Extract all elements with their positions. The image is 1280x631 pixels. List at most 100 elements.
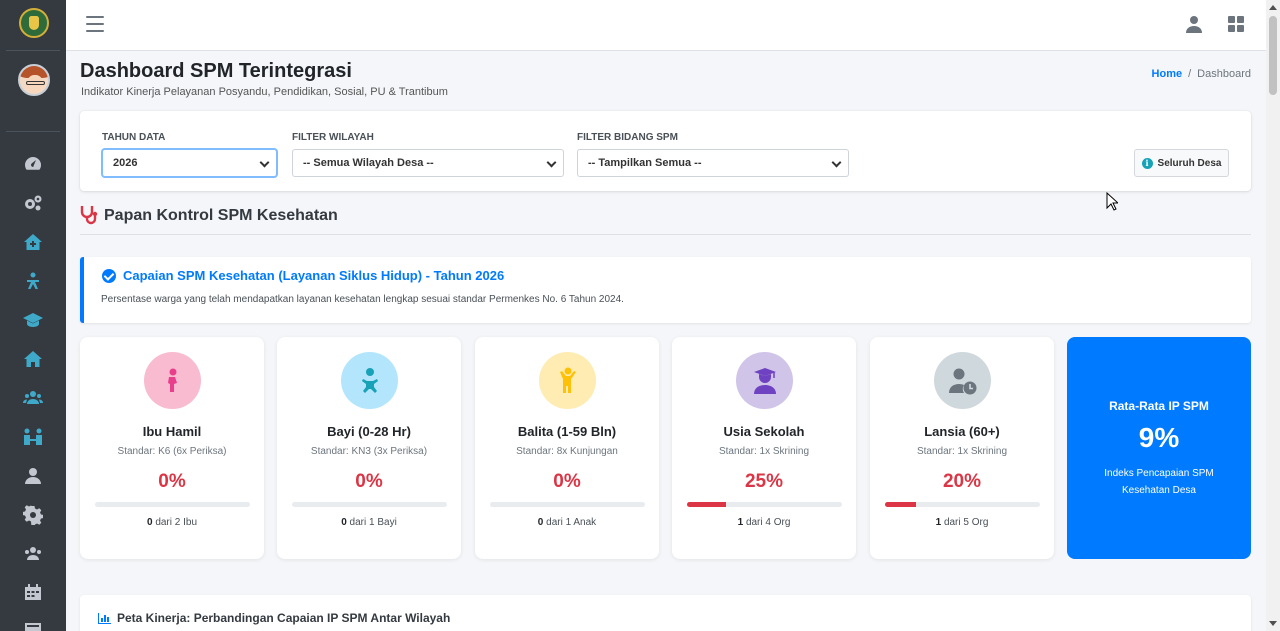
user-profile-icon[interactable]	[1186, 15, 1202, 33]
user-avatar[interactable]	[18, 64, 50, 96]
average-value: 9%	[1138, 422, 1180, 453]
callout-title: Capaian SPM Kesehatan (Layanan Siklus Hi…	[123, 268, 505, 283]
card-count: 0 dari 2 Ibu	[146, 517, 198, 528]
card-standard: Standar: K6 (6x Periksa)	[117, 446, 227, 457]
year-select-value: 2026	[113, 157, 138, 169]
card-title: Usia Sekolah	[723, 424, 805, 439]
filter-card: TAHUN DATA 2026 FILTER WILAYAH -- Semua …	[80, 111, 1251, 191]
region-select-value: -- Semua Wilayah Desa --	[303, 157, 434, 169]
card-percent: 0%	[355, 471, 383, 492]
callout-description: Persentase warga yang telah mendapatkan …	[101, 294, 624, 305]
seluruh-desa-label: Seluruh Desa	[1157, 157, 1222, 169]
scroll-up-arrow-icon[interactable]	[1269, 5, 1277, 10]
mouse-cursor-icon	[1106, 192, 1118, 211]
average-title: Rata-Rata IP SPM	[1109, 399, 1209, 413]
chevron-down-icon	[259, 157, 270, 168]
people-arrows-icon[interactable]	[21, 425, 45, 449]
breadcrumb-separator: /	[1188, 68, 1192, 80]
users-icon[interactable]	[21, 386, 45, 410]
user-graduate-icon	[736, 352, 793, 409]
page-title: Dashboard SPM Terintegrasi	[80, 60, 352, 82]
card-count: 0 dari 1 Bayi	[341, 517, 397, 528]
performance-map-card: Peta Kinerja: Perbandingan Capaian IP SP…	[80, 595, 1251, 631]
users-group-icon[interactable]	[21, 542, 45, 566]
chevron-down-icon	[831, 157, 842, 168]
year-select[interactable]: 2026	[102, 149, 277, 177]
sidebar-divider	[6, 131, 60, 132]
bar-chart-icon	[98, 612, 111, 624]
average-description: Indeks Pencapaian SPM Kesehatan Desa	[1104, 468, 1214, 496]
user-icon[interactable]	[21, 464, 45, 488]
child-icon	[539, 352, 596, 409]
card-title: Lansia (60+)	[924, 424, 1000, 439]
card-usia-sekolah: Usia Sekolah Standar: 1x Skrining 25% 1 …	[672, 337, 856, 559]
progress-bar	[95, 502, 250, 507]
breadcrumb-current: Dashboard	[1197, 68, 1251, 80]
info-icon: i	[1141, 157, 1153, 169]
card-percent: 0%	[553, 471, 581, 492]
card-percent: 0%	[158, 471, 186, 492]
scroll-down-arrow-icon[interactable]	[1269, 621, 1277, 626]
graduation-cap-icon[interactable]	[21, 308, 45, 332]
card-standard: Standar: KN3 (3x Periksa)	[310, 446, 428, 457]
progress-bar	[490, 502, 645, 507]
info-callout: Capaian SPM Kesehatan (Layanan Siklus Hi…	[80, 257, 1251, 323]
breadcrumb: Home / Dashboard	[1152, 68, 1251, 80]
field-select[interactable]: -- Tampilkan Semua --	[577, 149, 849, 177]
callout-title-row: Capaian SPM Kesehatan (Layanan Siklus Hi…	[102, 268, 504, 283]
person-chalkboard-icon[interactable]	[21, 269, 45, 293]
card-count: 0 dari 1 Anak	[537, 517, 597, 528]
scroll-thumb[interactable]	[1269, 16, 1277, 95]
menu-toggle-icon[interactable]	[86, 16, 104, 32]
pregnant-woman-icon	[144, 352, 201, 409]
card-balita: Balita (1-59 Bln) Standar: 8x Kunjungan …	[475, 337, 659, 559]
card-bayi: Bayi (0-28 Hr) Standar: KN3 (3x Periksa)…	[277, 337, 461, 559]
calendar-icon[interactable]	[21, 580, 45, 604]
sidebar	[0, 0, 66, 631]
tachometer-icon[interactable]	[21, 152, 45, 176]
field-select-value: -- Tampilkan Semua --	[588, 157, 702, 169]
card-lansia: Lansia (60+) Standar: 1x Skrining 20% 1 …	[870, 337, 1054, 559]
page-subtitle: Indikator Kinerja Pelayanan Posyandu, Pe…	[81, 86, 448, 98]
card-standard: Standar: 1x Skrining	[718, 446, 810, 457]
home-icon[interactable]	[21, 347, 45, 371]
card-title: Ibu Hamil	[142, 424, 202, 439]
user-clock-icon	[934, 352, 991, 409]
average-card: Rata-Rata IP SPM 9% Indeks Pencapaian SP…	[1067, 337, 1251, 559]
section-header: Papan Kontrol SPM Kesehatan	[80, 205, 1251, 235]
regency-emblem-icon[interactable]	[19, 8, 49, 38]
apps-grid-icon[interactable]	[1228, 16, 1244, 32]
card-ibu-hamil: Ibu Hamil Standar: K6 (6x Periksa) 0% 0 …	[80, 337, 264, 559]
baby-icon	[341, 352, 398, 409]
cogs-icon[interactable]	[21, 191, 45, 215]
card-percent: 20%	[942, 471, 982, 492]
section-title: Papan Kontrol SPM Kesehatan	[104, 207, 338, 224]
newspaper-icon[interactable]	[21, 618, 45, 631]
region-select[interactable]: -- Semua Wilayah Desa --	[292, 149, 564, 177]
progress-bar	[885, 502, 1040, 507]
stethoscope-icon	[80, 206, 98, 225]
check-circle-icon	[102, 268, 116, 283]
progress-bar	[292, 502, 447, 507]
year-filter-label: TAHUN DATA	[102, 132, 166, 143]
progress-bar	[687, 502, 842, 507]
chevron-down-icon	[546, 157, 557, 168]
card-title: Bayi (0-28 Hr)	[327, 424, 411, 439]
card-standard: Standar: 8x Kunjungan	[516, 446, 618, 457]
performance-map-title-row: Peta Kinerja: Perbandingan Capaian IP SP…	[98, 611, 450, 625]
cog-icon[interactable]	[21, 503, 45, 527]
card-standard: Standar: 1x Skrining	[916, 446, 1008, 457]
card-count: 1 dari 4 Org	[737, 517, 791, 528]
card-count: 1 dari 5 Org	[935, 517, 989, 528]
performance-map-title: Peta Kinerja: Perbandingan Capaian IP SP…	[117, 611, 451, 625]
top-navbar	[66, 0, 1266, 51]
card-title: Balita (1-59 Bln)	[517, 424, 617, 439]
page-scrollbar[interactable]	[1266, 0, 1280, 631]
house-medical-icon[interactable]	[21, 230, 45, 254]
breadcrumb-home-link[interactable]: Home	[1151, 68, 1183, 80]
region-filter-label: FILTER WILAYAH	[292, 132, 374, 143]
seluruh-desa-button[interactable]: i Seluruh Desa	[1134, 149, 1229, 177]
card-percent: 25%	[744, 471, 784, 492]
field-filter-label: FILTER BIDANG SPM	[577, 132, 678, 143]
sidebar-divider	[6, 50, 60, 51]
